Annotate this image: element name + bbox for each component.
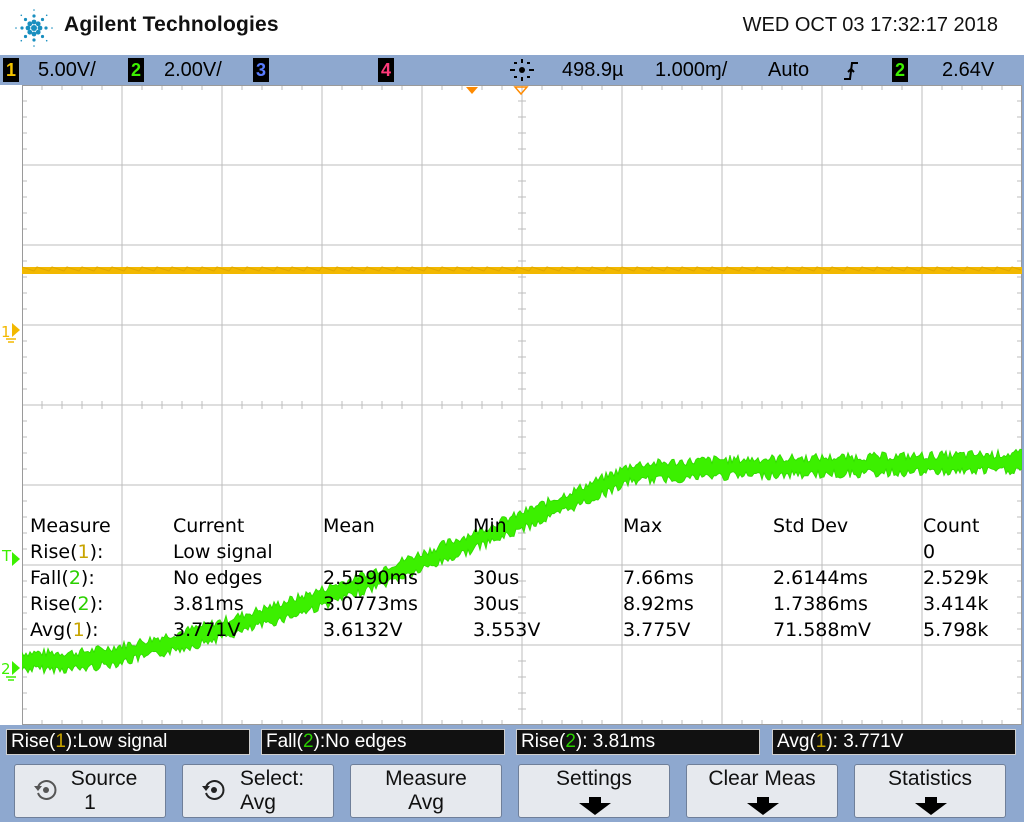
statistics-softkey[interactable]: Statistics	[854, 764, 1006, 818]
measure-cell-std: 2.6144ms	[773, 567, 868, 589]
timebase-readout: 1.000ɱ/	[655, 58, 727, 82]
ch2-scale: 2.00V/	[164, 58, 222, 82]
agilent-spark-logo-icon	[12, 6, 56, 50]
ground-markers: 1 T 2	[0, 85, 22, 725]
down-arrow-icon	[915, 797, 947, 815]
measure-row-label: Rise(2):	[30, 593, 103, 615]
ch4-indicator[interactable]: 4	[378, 58, 394, 82]
measure-cell-count: 5.798k	[923, 619, 988, 641]
ch2-indicator[interactable]: 2	[128, 58, 144, 82]
settings-softkey[interactable]: Settings	[518, 764, 670, 818]
result-3[interactable]: Rise(2): 3.81ms	[516, 729, 760, 755]
measure-cell-std: 71.588mV	[773, 619, 871, 641]
measure-header-2: Mean	[323, 515, 375, 537]
measure-header-0: Measure	[30, 515, 111, 537]
measure-cell-max: 8.92ms	[623, 593, 694, 615]
ch1-scale: 5.00V/	[38, 58, 96, 82]
measurement-results-bar: Rise(1):Low signal Fall(2):No edges Rise…	[0, 725, 1024, 760]
header: Agilent Technologies WED OCT 03 17:32:17…	[0, 0, 1024, 55]
measure-softkey[interactable]: Measure Avg	[350, 764, 502, 818]
measure-cell-count: 2.529k	[923, 567, 988, 589]
brand-name: Agilent Technologies	[64, 13, 279, 37]
measure-cell-current: No edges	[173, 567, 262, 589]
measure-cell-mean: 3.6132V	[323, 619, 402, 641]
measure-header-6: Count	[923, 515, 979, 537]
ch3-indicator[interactable]: 3	[253, 58, 269, 82]
trigger-level: 2.64V	[942, 58, 994, 82]
trigger-level-marker[interactable]: T	[1, 547, 12, 565]
channel-marker-column: 1 T 2	[0, 85, 22, 725]
measure-cell-max: 3.775V	[623, 619, 690, 641]
result-1[interactable]: Rise(1):Low signal	[6, 729, 250, 755]
measure-row-label: Fall(2):	[30, 567, 95, 589]
select-softkey[interactable]: Select: Avg	[182, 764, 334, 818]
clear-meas-softkey[interactable]: Clear Meas	[686, 764, 838, 818]
status-bar: 1 5.00V/ 2 2.00V/ 3 4 498.9µ 1.000ɱ/ Aut…	[0, 55, 1024, 85]
waveform-display[interactable]: Measure Current Mean Min Max Std Dev Count Rise…	[22, 85, 1022, 725]
measure-cell-current: 3.771V	[173, 619, 240, 641]
measure-row-label: Rise(1):	[30, 541, 103, 563]
date-time: WED OCT 03 17:32:17 2018	[743, 14, 998, 37]
source-softkey[interactable]: Source 1	[14, 764, 166, 818]
measure-cell-std: 1.7386ms	[773, 593, 868, 615]
result-4[interactable]: Avg(1): 3.771V	[772, 729, 1016, 755]
measure-header-4: Max	[623, 515, 662, 537]
ch1-indicator[interactable]: 1	[3, 58, 19, 82]
measure-cell-mean: 3.0773ms	[323, 593, 418, 615]
measure-cell-count: 0	[923, 541, 935, 563]
measure-cell-max: 7.66ms	[623, 567, 694, 589]
trigger-source-indicator[interactable]: 2	[892, 58, 908, 82]
measure-cell-mean: 2.5590ms	[323, 567, 418, 589]
result-2[interactable]: Fall(2):No edges	[261, 729, 505, 755]
measurement-statistics-table: Measure Current Mean Min Max Std Dev Count Rise…	[22, 85, 1022, 725]
measure-header-3: Min	[473, 515, 507, 537]
delay-readout: 498.9µ	[562, 58, 624, 82]
trigger-edge-icon	[842, 60, 860, 82]
ch2-ground-marker[interactable]: 2	[1, 660, 11, 678]
measure-cell-min: 30us	[473, 567, 519, 589]
measure-cell-min: 30us	[473, 593, 519, 615]
measure-cell-current: 3.81ms	[173, 593, 244, 615]
down-arrow-icon	[579, 797, 611, 815]
measure-row-label: Avg(1):	[30, 619, 99, 641]
trigger-mode: Auto	[768, 58, 809, 82]
measure-cell-min: 3.553V	[473, 619, 540, 641]
measure-header-5: Std Dev	[773, 515, 848, 537]
measure-cell-count: 3.414k	[923, 593, 988, 615]
softkey-bar: Source 1 Select: Avg Measure Avg Setting…	[0, 760, 1024, 822]
down-arrow-icon	[747, 797, 779, 815]
run-state-sparkle-icon	[508, 58, 536, 82]
measure-cell-current: Low signal	[173, 541, 273, 563]
measure-header-1: Current	[173, 515, 244, 537]
